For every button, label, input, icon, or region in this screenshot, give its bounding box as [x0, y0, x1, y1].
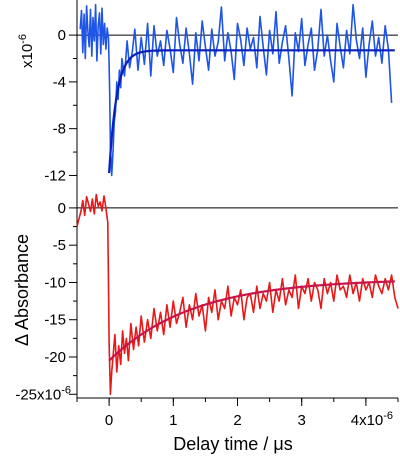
- bottom-panel-y-tick-label: -5: [53, 237, 66, 254]
- bottom-panel-data-series: [76, 193, 399, 396]
- x-axis-title: Delay time / μs: [173, 434, 292, 454]
- x-tick-label: 0: [105, 412, 113, 429]
- bottom-panel-y-tick-label: -20: [44, 349, 66, 366]
- top-panel-y-tick-label: -8: [53, 121, 66, 138]
- bottom-panel: 0 -5 -10 -15 -20 -25x10-6 0 1 2 3 4x10-6: [15, 193, 399, 429]
- axis-labels: x10-6 Δ Absorbance Delay time / μs: [12, 34, 293, 454]
- bottom-panel-y-tick-label: -25x10-6: [15, 384, 71, 403]
- top-panel-y-tick-label: -4: [53, 74, 66, 91]
- x-tick-label: 2: [233, 412, 241, 429]
- bottom-panel-fit-curve: [108, 280, 395, 362]
- bottom-panel-y-tick-label: -15: [44, 312, 66, 329]
- top-panel: 0 -4 -8 -12: [44, 3, 398, 184]
- y-axis-title: Δ Absorbance: [12, 234, 32, 346]
- top-panel-y-tick-label: -12: [44, 167, 66, 184]
- top-panel-multiplier-label: x10-6: [17, 34, 36, 68]
- x-tick-label: 3: [298, 412, 306, 429]
- top-panel-y-tick-label: 0: [58, 27, 66, 44]
- bottom-panel-y-tick-label: -10: [44, 274, 66, 291]
- top-panel-data-series: [79, 3, 393, 177]
- bottom-panel-y-tick-label: 0: [58, 200, 66, 217]
- x-tick-label: 4x10-6: [351, 410, 393, 429]
- top-panel-fit-curve: [108, 49, 395, 174]
- x-tick-label: 1: [169, 412, 177, 429]
